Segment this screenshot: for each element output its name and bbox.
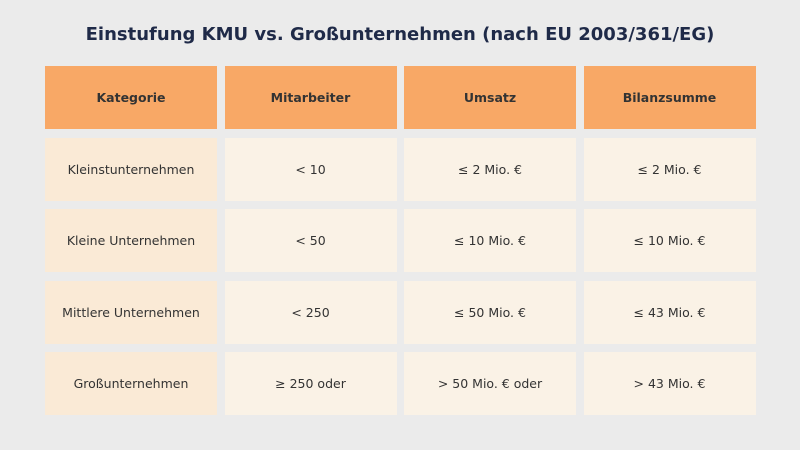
table-cell: ≤ 43 Mio. € (583, 280, 756, 344)
table-cell: ≤ 10 Mio. € (404, 209, 576, 272)
category-cell: Kleine Unternehmen (45, 209, 217, 272)
header-cell: Mitarbeiter (224, 66, 397, 129)
category-cell: Großunternehmen (45, 352, 217, 415)
table-cell: ≥ 250 oder (224, 352, 397, 415)
category-cell: Mittlere Unternehmen (45, 280, 217, 344)
page-title: Einstufung KMU vs. Großunternehmen (nach… (85, 24, 715, 45)
header-cell: Bilanzsumme (583, 66, 756, 129)
table-cell: < 10 (224, 137, 397, 201)
table-cell: ≤ 2 Mio. € (583, 137, 756, 201)
table-cell: ≤ 10 Mio. € (583, 209, 756, 272)
table-cell: > 43 Mio. € (583, 352, 756, 415)
table-cell: ≤ 2 Mio. € (404, 137, 576, 201)
classification-table: Kategorie Mitarbeiter Umsatz Bilanzsumme… (45, 66, 756, 415)
table-cell: < 50 (224, 209, 397, 272)
category-cell: Kleinstunternehmen (45, 137, 217, 201)
header-cell: Kategorie (45, 66, 217, 129)
header-cell: Umsatz (404, 66, 576, 129)
table-cell: ≤ 50 Mio. € (404, 280, 576, 344)
table-cell: < 250 (224, 280, 397, 344)
table-cell: > 50 Mio. € oder (404, 352, 576, 415)
